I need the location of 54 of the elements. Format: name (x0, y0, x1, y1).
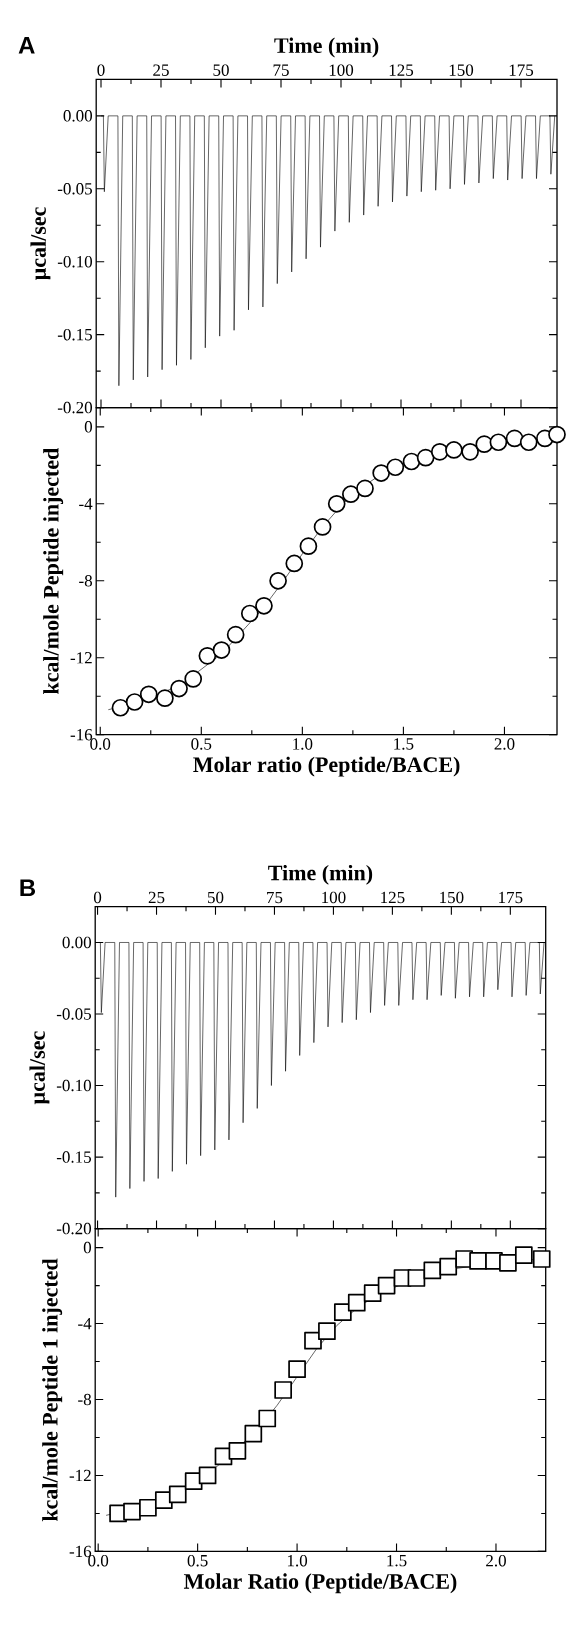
x-tick-label: 50 (213, 64, 229, 76)
y-tick-label: -16 (70, 728, 93, 741)
y-tick-label: -0.15 (57, 328, 93, 341)
x-tick-label: 0 (93, 891, 102, 904)
x-tick-label: 100 (329, 64, 354, 76)
x-tick-label: 0.5 (191, 738, 212, 750)
y-tick-label: 0 (83, 1241, 92, 1254)
y-tick-label: -4 (78, 1317, 92, 1330)
y-tick-label: 0 (84, 421, 93, 433)
x-tick-label: 75 (273, 64, 289, 76)
y-axis-title: kcal/mole Peptide 1 injected (42, 1258, 63, 1522)
text: A (18, 36, 35, 54)
x-tick-label: 25 (148, 891, 165, 904)
x-tick-label: 0.5 (187, 1554, 208, 1567)
y-tick-label: -0.10 (57, 255, 93, 268)
x-tick-label: 125 (389, 64, 414, 76)
x-axis-title: Molar ratio (Peptide/BACE) (193, 756, 460, 777)
x-tick-label: 1.5 (394, 738, 414, 750)
y-tick-label: -0.10 (56, 1079, 92, 1092)
x-tick-label: 2.0 (494, 738, 515, 750)
y-axis-title: µcal/sec (30, 207, 51, 281)
x-tick-label: 75 (267, 891, 283, 904)
y-tick-label: 0.00 (62, 936, 92, 949)
y-tick-label: -12 (70, 652, 92, 664)
text: B (20, 879, 36, 897)
y-tick-label: 0.00 (63, 110, 93, 122)
x-tick-label: 1.0 (293, 738, 313, 750)
y-tick-label: -4 (79, 498, 93, 510)
y-tick-label: -0.05 (57, 183, 93, 195)
x-tick-label: 125 (381, 891, 405, 904)
y-axis-title: µcal/sec (29, 1031, 50, 1105)
y-tick-label: -0.05 (56, 1008, 92, 1020)
x-tick-label: 25 (153, 64, 169, 76)
x-tick-label: 150 (440, 891, 464, 904)
x-tick-label: 2.0 (486, 1554, 506, 1567)
x-tick-label: 1.5 (387, 1554, 407, 1567)
x-tick-label: 175 (509, 64, 534, 76)
x-tick-label: 1.0 (287, 1554, 308, 1567)
x-tick-label: 100 (322, 891, 346, 904)
y-tick-label: -0.20 (56, 1222, 92, 1235)
x-tick-label: 175 (499, 891, 523, 904)
x-axis-title: Time (min) (268, 864, 373, 885)
x-tick-label: 0 (97, 64, 105, 76)
x-tick-label: 150 (449, 64, 474, 76)
x-axis-title: Molar Ratio (Peptide/BACE) (183, 1573, 457, 1594)
x-tick-label: 0.0 (90, 738, 111, 750)
x-axis-title: Time (min) (274, 37, 379, 58)
x-tick-label: 50 (207, 891, 224, 904)
y-tick-label: -12 (69, 1469, 91, 1482)
y-tick-label: -0.15 (56, 1151, 92, 1163)
y-tick-label: -8 (78, 1393, 92, 1406)
y-tick-label: -0.20 (57, 401, 93, 414)
y-axis-title: kcal/mole Peptide injected (43, 447, 64, 695)
y-tick-label: -8 (79, 575, 93, 587)
